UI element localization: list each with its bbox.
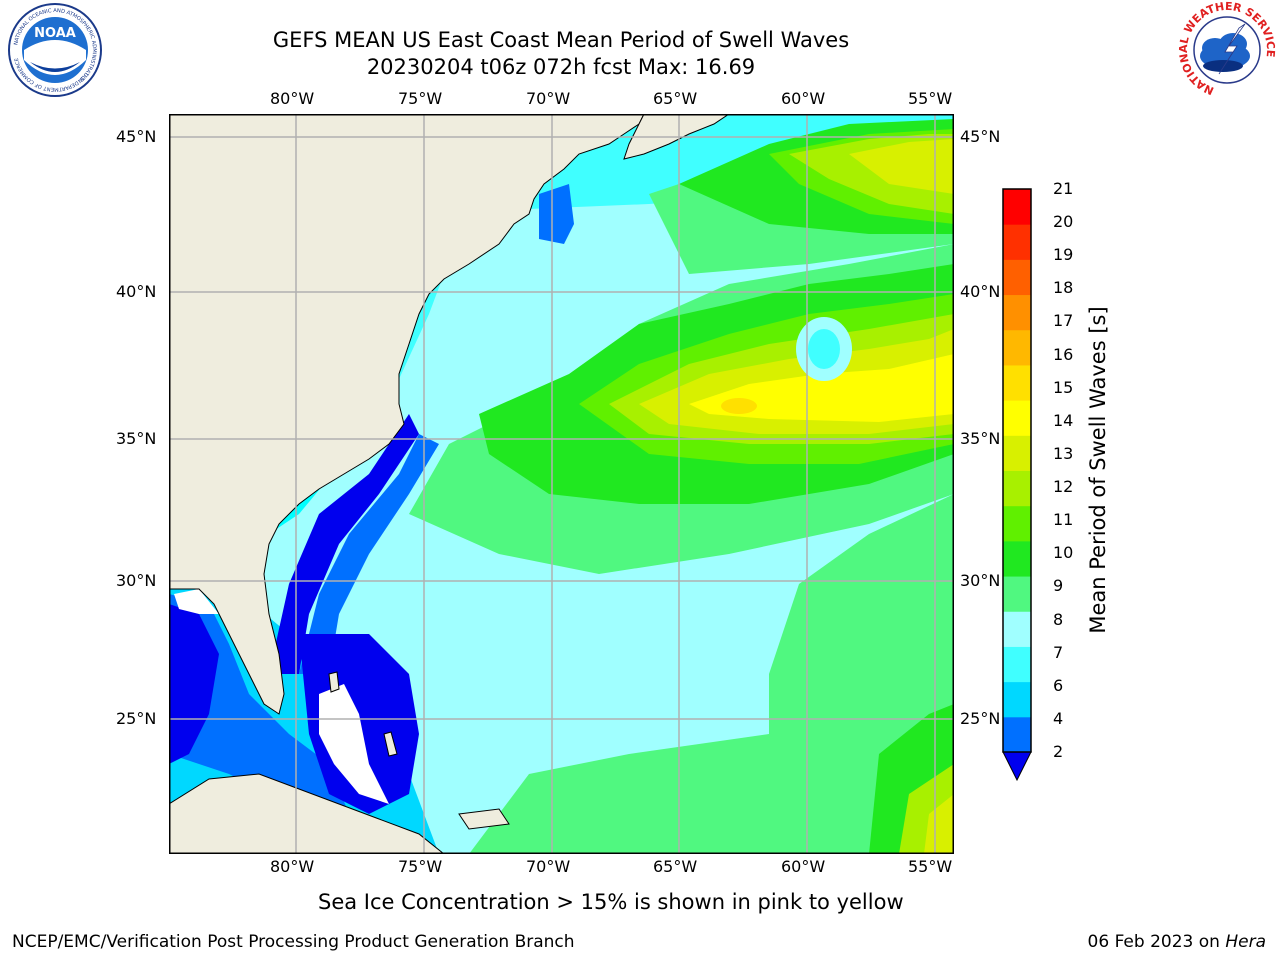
colorbar-segment [1003, 224, 1031, 260]
colorbar-tick-label: 15 [1053, 377, 1074, 397]
colorbar-segment [1003, 611, 1031, 647]
contour-10-11-south [469, 734, 769, 854]
map-frame [169, 114, 954, 854]
footer-date: 06 Feb 2023 on Hera [1088, 932, 1266, 952]
lat-label-right-25n: 25°N [960, 709, 1001, 728]
lon-label-bottom-55w: 55°W [908, 857, 953, 876]
lat-label-right-45n: 45°N [960, 127, 1001, 146]
colorbar-tick-label: 13 [1053, 443, 1074, 463]
colorbar-tick-label: 11 [1053, 510, 1074, 530]
colorbar [1002, 188, 1032, 782]
colorbar-segment [1003, 716, 1031, 753]
footer-host: Hera [1225, 932, 1266, 952]
footer-date-text: 06 Feb 2023 on [1087, 932, 1226, 952]
colorbar-tick-label: 7 [1053, 642, 1064, 662]
colorbar-tick-label: 19 [1053, 245, 1074, 265]
lat-label-right-35n: 35°N [960, 429, 1001, 448]
lat-label-left-45n: 45°N [116, 127, 157, 146]
colorbar-under-arrow [1002, 751, 1032, 782]
colorbar-segment [1003, 505, 1031, 542]
contour-under-2-shelf [269, 414, 419, 674]
colorbar-segment [1003, 329, 1031, 366]
colorbar-tick-label: 21 [1053, 179, 1074, 198]
lon-label-top-60w: 60°W [781, 89, 826, 108]
colorbar-tick-label: 18 [1053, 278, 1074, 298]
chart-title: GEFS MEAN US East Coast Mean Period of S… [272, 28, 850, 52]
sea-ice-caption: Sea Ice Concentration > 15% is shown in … [318, 890, 904, 914]
lat-label-right-40n: 40°N [960, 282, 1001, 301]
colorbar-segment [1003, 294, 1031, 331]
lon-label-bottom-70w: 70°W [526, 857, 571, 876]
contour-14-15-se [924, 794, 954, 854]
lon-label-top-55w: 55°W [908, 89, 953, 108]
land-hispaniola [458, 808, 510, 830]
colorbar-segment [1003, 400, 1031, 436]
land-bahamas-2 [383, 731, 398, 757]
land-us-east-coast [169, 114, 645, 715]
colorbar-segments [1003, 189, 1031, 753]
lon-label-bottom-65w: 65°W [653, 857, 698, 876]
colorbar-segment [1003, 435, 1031, 471]
colorbar-segment [1003, 470, 1031, 507]
chart-subtitle: 20230204 t06z 072h fcst Max: 16.69 [366, 55, 756, 79]
colorbar-tick-label: 17 [1053, 311, 1074, 331]
lon-label-bottom-75w: 75°W [398, 857, 443, 876]
contour-2-4-shelf [299, 434, 439, 674]
colorbar-tick-label: 10 [1053, 543, 1074, 563]
map-gridlines [169, 114, 954, 854]
colorbar-tick-label: 4 [1053, 708, 1064, 728]
lat-label-right-30n: 30°N [960, 571, 1001, 590]
colorbar-tick-label: 9 [1053, 576, 1064, 596]
colorbar-tick-label: 6 [1053, 675, 1064, 695]
lat-label-left-35n: 35°N [116, 429, 157, 448]
lon-label-top-75w: 75°W [398, 89, 443, 108]
colorbar-title: Mean Period of Swell Waves [s] [1086, 306, 1110, 634]
lon-label-top-80w: 80°W [270, 89, 315, 108]
swell-period-map [169, 114, 954, 854]
colorbar-segment [1003, 681, 1031, 718]
colorbar-tick-label: 2 [1053, 742, 1064, 761]
lat-label-left-40n: 40°N [116, 282, 157, 301]
colorbar-tick-label: 14 [1053, 410, 1074, 430]
lon-label-top-70w: 70°W [526, 89, 571, 108]
footer-credit: NCEP/EMC/Verification Post Processing Pr… [12, 932, 575, 952]
colorbar-tick-label: 16 [1053, 344, 1074, 364]
noaa-logo: NOAA NATIONAL OCEANIC AND ATMOSPHERIC AD… [8, 3, 102, 97]
contour-2-4-gulf-of-maine [539, 184, 574, 244]
lon-label-bottom-80w: 80°W [270, 857, 315, 876]
lat-label-left-25n: 25°N [116, 709, 157, 728]
land-cuba [169, 773, 445, 854]
nws-logo: NATIONAL WEATHER SERVICE [1177, 0, 1277, 97]
land-bahamas-1 [328, 671, 340, 693]
no-data-bahamas [319, 684, 389, 804]
contour-14-15-north [849, 139, 954, 194]
low-period-pocket-core [808, 329, 840, 369]
lon-label-bottom-60w: 60°W [781, 857, 826, 876]
colorbar-segment [1003, 189, 1031, 225]
colorbar-segment [1003, 576, 1031, 612]
colorbar-segment [1003, 259, 1031, 296]
lat-label-left-30n: 30°N [116, 571, 157, 590]
colorbar-tick-label: 12 [1053, 477, 1074, 497]
noaa-logo-text: NOAA [34, 26, 76, 41]
colorbar-segment [1003, 646, 1031, 683]
colorbar-segment [1003, 364, 1031, 401]
no-data-gulf-coast [174, 589, 219, 614]
contour-16-17-peak [721, 398, 757, 414]
lon-label-top-65w: 65°W [653, 89, 698, 108]
colorbar-segment [1003, 540, 1031, 577]
colorbar-tick-label: 8 [1053, 609, 1064, 629]
contour-under-2-gulf [169, 604, 219, 764]
colorbar-frame [1002, 188, 1032, 753]
colorbar-tick-label: 20 [1053, 212, 1074, 232]
